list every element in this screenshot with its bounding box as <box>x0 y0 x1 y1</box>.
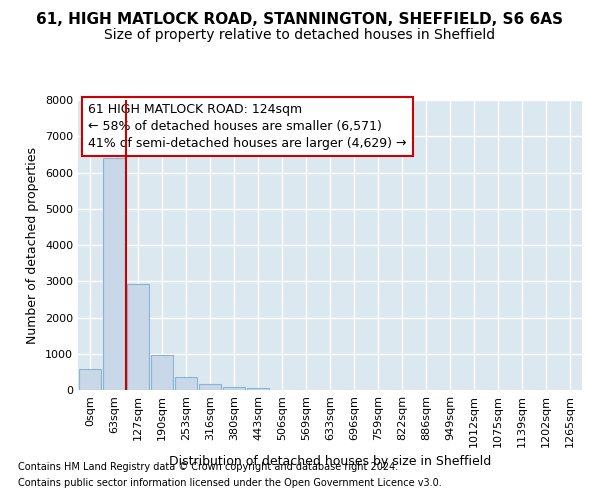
Text: Size of property relative to detached houses in Sheffield: Size of property relative to detached ho… <box>104 28 496 42</box>
Y-axis label: Number of detached properties: Number of detached properties <box>26 146 40 344</box>
Bar <box>151 354 173 390</box>
Text: Contains public sector information licensed under the Open Government Licence v3: Contains public sector information licen… <box>18 478 442 488</box>
Bar <box>175 376 197 390</box>
Bar <box>79 369 101 390</box>
Bar <box>103 158 125 390</box>
Bar <box>223 386 245 390</box>
X-axis label: Distribution of detached houses by size in Sheffield: Distribution of detached houses by size … <box>169 455 491 468</box>
Bar <box>199 384 221 390</box>
Text: Contains HM Land Registry data © Crown copyright and database right 2024.: Contains HM Land Registry data © Crown c… <box>18 462 398 472</box>
Text: 61, HIGH MATLOCK ROAD, STANNINGTON, SHEFFIELD, S6 6AS: 61, HIGH MATLOCK ROAD, STANNINGTON, SHEF… <box>37 12 563 28</box>
Bar <box>127 284 149 390</box>
Bar <box>247 388 269 390</box>
Text: 61 HIGH MATLOCK ROAD: 124sqm
← 58% of detached houses are smaller (6,571)
41% of: 61 HIGH MATLOCK ROAD: 124sqm ← 58% of de… <box>88 103 407 150</box>
